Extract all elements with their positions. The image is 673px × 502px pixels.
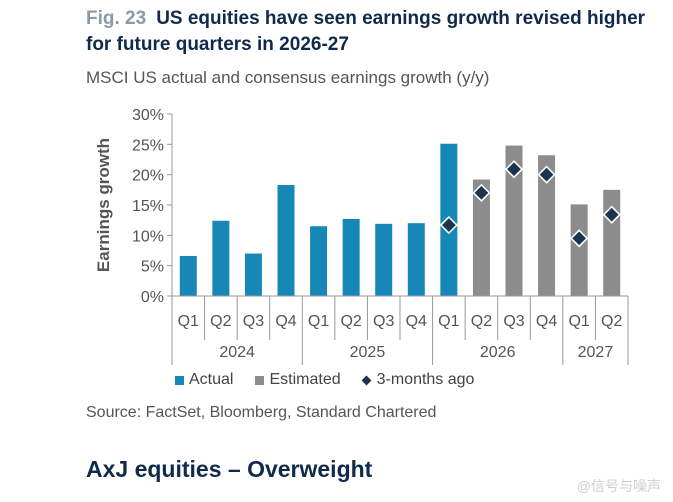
watermark: @信号与噪声 bbox=[576, 478, 661, 494]
section-heading: AxJ equities – Overweight bbox=[86, 456, 373, 482]
x-axis: Q1 Q2 Q3 Q4 Q1 Q2 Q3 Q4 Q1 Q2 Q3 Q4 Q1 Q2 2024 2025 2026… bbox=[171, 295, 629, 365]
legend-label-estimated: Estimated bbox=[269, 371, 341, 388]
x-tick-label: Q1 bbox=[308, 313, 329, 330]
x-tick-label: Q2 bbox=[340, 313, 361, 330]
legend-swatch-actual bbox=[175, 375, 184, 385]
bar-actual bbox=[342, 218, 360, 296]
legend-label-3-months-ago: 3-months ago bbox=[376, 371, 475, 388]
x-year-label: 2026 bbox=[480, 344, 516, 361]
y-tick-label: 25% bbox=[132, 137, 164, 154]
marker-3-months-ago bbox=[537, 165, 556, 184]
x-tick-label: Q2 bbox=[471, 313, 492, 330]
x-tick-label: Q1 bbox=[568, 313, 589, 330]
x-tick-label: Q3 bbox=[243, 313, 264, 330]
marker-3-months-ago bbox=[570, 229, 589, 248]
x-tick-label: Q4 bbox=[536, 313, 557, 330]
x-year-label: 2024 bbox=[219, 344, 255, 361]
legend-label-actual: Actual bbox=[189, 371, 234, 388]
bar-actual bbox=[277, 184, 295, 296]
x-tick-label: Q4 bbox=[406, 313, 427, 330]
bar-actual bbox=[244, 253, 262, 296]
x-tick-label: Q1 bbox=[178, 313, 199, 330]
y-axis-label: Earnings growth bbox=[94, 138, 113, 272]
chart: Earnings growth 0% 5% 10% 15% 20% 25% 30% Q1 Q2… bbox=[94, 107, 629, 365]
bar-actual bbox=[407, 223, 425, 296]
x-tick-label: Q3 bbox=[373, 313, 394, 330]
marker-3-months-ago bbox=[504, 160, 524, 179]
y-tick-label: 20% bbox=[132, 168, 164, 185]
y-tick-label: 0% bbox=[141, 289, 164, 306]
marker-3-months-ago bbox=[439, 215, 458, 235]
x-year-label: 2027 bbox=[578, 344, 614, 361]
bar-estimated bbox=[472, 179, 490, 296]
x-tick-label: Q4 bbox=[275, 313, 296, 330]
x-year-label: 2025 bbox=[350, 344, 386, 361]
bar-estimated bbox=[538, 155, 556, 296]
bar-actual bbox=[179, 255, 197, 296]
y-tick-label: 15% bbox=[132, 198, 164, 215]
y-tick-label: 10% bbox=[132, 228, 164, 245]
source-note: Source: FactSet, Bloomberg, Standard Cha… bbox=[86, 404, 437, 421]
legend-swatch-diamond bbox=[361, 375, 372, 385]
figure-title: Fig. 23 US equities have seen earnings gr… bbox=[86, 6, 666, 58]
chart-subtitle: MSCI US actual and consensus earnings gr… bbox=[86, 68, 490, 87]
legend-swatch-estimated bbox=[255, 375, 265, 385]
figure-number: Fig. 23 bbox=[86, 8, 147, 29]
bar-actual bbox=[310, 226, 328, 296]
bar-actual bbox=[375, 223, 393, 296]
bars bbox=[179, 143, 621, 296]
y-tick-label: 30% bbox=[132, 107, 164, 124]
legend-item-3-months-ago: 3-months ago bbox=[361, 371, 475, 389]
y-axis: 0% 5% 10% 15% 20% 25% 30% bbox=[132, 107, 173, 306]
x-tick-label: Q2 bbox=[601, 313, 622, 330]
x-tick-label: Q2 bbox=[210, 313, 231, 330]
markers bbox=[439, 160, 621, 248]
bar-estimated bbox=[505, 145, 523, 296]
figure-title-text: US equities have seen earnings growth re… bbox=[86, 8, 646, 55]
legend: Actual Estimated 3-months ago bbox=[175, 371, 496, 389]
bar-actual bbox=[212, 220, 230, 296]
marker-3-months-ago bbox=[472, 183, 491, 202]
legend-item-estimated: Estimated bbox=[255, 371, 341, 389]
x-tick-label: Q1 bbox=[438, 313, 459, 330]
bar-estimated bbox=[570, 204, 588, 296]
legend-item-actual: Actual bbox=[175, 371, 233, 389]
y-tick-label: 5% bbox=[141, 259, 164, 276]
marker-3-months-ago bbox=[602, 205, 621, 224]
x-tick-label: Q3 bbox=[503, 313, 524, 330]
